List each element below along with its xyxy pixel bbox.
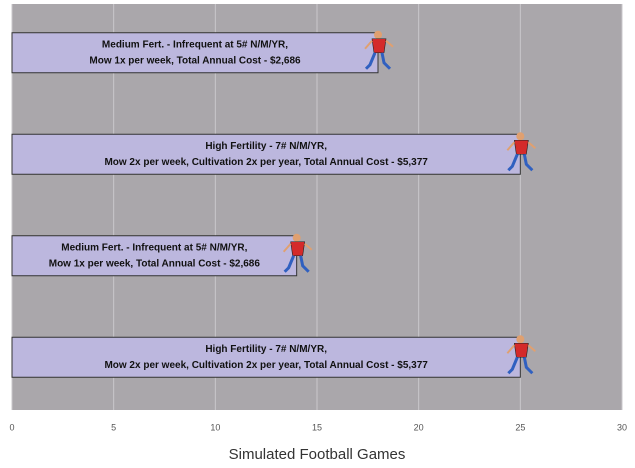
player-head xyxy=(293,234,301,242)
player-body xyxy=(514,140,528,154)
page: Simulated Football Games 0 5 10 15 20 25 30 Med… xyxy=(0,0,635,468)
player-head xyxy=(516,132,524,140)
x-axis-label: Simulated Football Games xyxy=(229,446,406,463)
player-body xyxy=(514,343,528,357)
player-body xyxy=(372,39,386,53)
x-tick-label: 0 xyxy=(9,422,14,432)
chart: Simulated Football Games 0 5 10 15 20 25 30 Med… xyxy=(0,0,635,468)
player-head xyxy=(516,335,524,343)
x-tick-label: 25 xyxy=(515,422,525,432)
bar-label: Mow 2x per week, Cultivation 2x per year… xyxy=(104,360,428,371)
player-head xyxy=(374,31,382,39)
bar-label: Mow 1x per week, Total Annual Cost - $2,… xyxy=(89,55,301,66)
x-tick-label: 30 xyxy=(617,422,627,432)
x-tick-label: 15 xyxy=(312,422,322,432)
player-body xyxy=(291,242,305,256)
bar-label: High Fertility - 7# N/M/YR, xyxy=(205,141,327,152)
bar-label: Mow 1x per week, Total Annual Cost - $2,… xyxy=(49,258,261,269)
x-tick-label: 20 xyxy=(414,422,424,432)
bar-label: High Fertility - 7# N/M/YR, xyxy=(205,344,327,355)
bar-label: Mow 2x per week, Cultivation 2x per year… xyxy=(104,157,428,168)
x-tick-label: 5 xyxy=(111,422,116,432)
x-tick-label: 10 xyxy=(210,422,220,432)
bar-label: Medium Fert. - Infrequent at 5# N/M/YR, xyxy=(61,242,247,253)
bar-label: Medium Fert. - Infrequent at 5# N/M/YR, xyxy=(102,39,288,50)
